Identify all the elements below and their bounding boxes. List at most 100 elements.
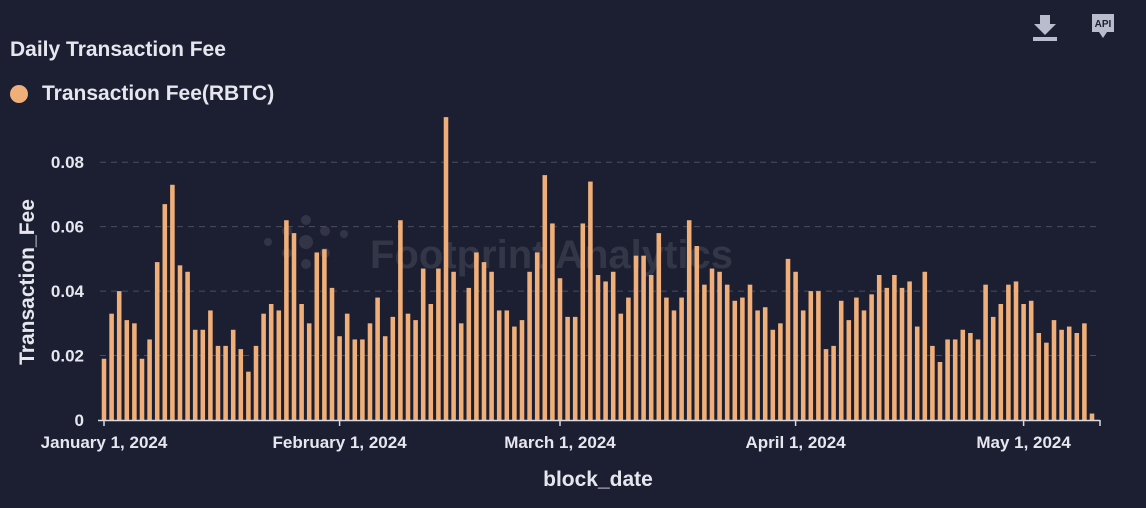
bar[interactable] <box>1036 333 1042 420</box>
bar[interactable] <box>876 275 882 420</box>
bar[interactable] <box>732 300 738 420</box>
bar[interactable] <box>1074 333 1080 420</box>
bar[interactable] <box>101 358 107 420</box>
bar[interactable] <box>747 284 753 420</box>
bar[interactable] <box>329 287 335 420</box>
bar[interactable] <box>322 249 327 420</box>
bar[interactable] <box>215 345 221 420</box>
bar[interactable] <box>177 265 183 420</box>
bar[interactable] <box>284 220 289 420</box>
bar[interactable] <box>261 313 266 420</box>
bar[interactable] <box>922 271 928 420</box>
bar[interactable] <box>914 326 920 420</box>
bar[interactable] <box>132 323 137 420</box>
bar[interactable] <box>519 320 525 420</box>
bar[interactable] <box>162 204 168 420</box>
bar[interactable] <box>337 336 342 420</box>
bar[interactable] <box>557 278 563 420</box>
bar[interactable] <box>458 323 464 420</box>
bar[interactable] <box>1021 304 1026 420</box>
bar[interactable] <box>1089 413 1095 420</box>
bar[interactable] <box>466 287 472 420</box>
bar[interactable] <box>481 262 487 420</box>
bar[interactable] <box>808 291 814 420</box>
bar[interactable] <box>344 313 350 420</box>
bar[interactable] <box>420 268 426 420</box>
bar[interactable] <box>246 371 251 420</box>
bar[interactable] <box>496 310 502 420</box>
bar[interactable] <box>603 281 608 420</box>
bar[interactable] <box>405 313 411 420</box>
bar[interactable] <box>1013 281 1019 420</box>
bar[interactable] <box>398 220 403 420</box>
bar[interactable] <box>208 310 213 420</box>
bar[interactable] <box>1066 326 1072 420</box>
bar[interactable] <box>626 297 631 420</box>
bar[interactable] <box>648 275 654 420</box>
bar[interactable] <box>899 287 905 420</box>
bar[interactable] <box>755 310 760 420</box>
bar[interactable] <box>1028 300 1034 420</box>
bar[interactable] <box>360 339 365 420</box>
bar[interactable] <box>147 339 152 420</box>
bar[interactable] <box>192 329 198 420</box>
bar[interactable] <box>436 268 441 420</box>
bar[interactable] <box>375 297 380 420</box>
bar[interactable] <box>671 310 677 420</box>
bar[interactable] <box>724 284 730 420</box>
bar[interactable] <box>527 271 532 420</box>
api-icon[interactable]: API <box>1089 12 1117 42</box>
bar[interactable] <box>1051 320 1057 420</box>
bar[interactable] <box>185 271 190 420</box>
bar[interactable] <box>534 252 540 420</box>
bar[interactable] <box>1006 284 1011 420</box>
bar[interactable] <box>633 255 639 420</box>
bar[interactable] <box>230 329 236 420</box>
bar[interactable] <box>930 345 935 420</box>
legend[interactable]: Transaction Fee(RBTC) <box>10 82 274 106</box>
bar[interactable] <box>823 349 829 420</box>
bar[interactable] <box>443 117 449 420</box>
bar[interactable] <box>785 258 791 420</box>
bar[interactable] <box>869 294 874 420</box>
bar[interactable] <box>800 310 806 420</box>
bar[interactable] <box>542 175 548 420</box>
bar[interactable] <box>983 284 988 420</box>
bar[interactable] <box>504 310 510 420</box>
bar[interactable] <box>990 316 996 420</box>
bar[interactable] <box>352 339 358 420</box>
bar[interactable] <box>299 304 304 420</box>
bar[interactable] <box>694 246 700 420</box>
bar[interactable] <box>770 329 776 420</box>
bar[interactable] <box>306 323 312 420</box>
bar[interactable] <box>314 252 320 420</box>
bar[interactable] <box>907 281 912 420</box>
bar[interactable] <box>998 304 1004 420</box>
bar[interactable] <box>223 345 228 420</box>
bar[interactable] <box>238 349 244 420</box>
bar[interactable] <box>975 339 981 420</box>
bar[interactable] <box>291 233 297 420</box>
bar[interactable] <box>170 184 175 420</box>
bar[interactable] <box>861 310 867 420</box>
bar[interactable] <box>550 223 555 420</box>
download-icon[interactable] <box>1031 12 1059 42</box>
bar[interactable] <box>945 339 950 420</box>
bar[interactable] <box>390 316 396 420</box>
bar[interactable] <box>588 181 593 420</box>
bar[interactable] <box>580 223 586 420</box>
bar[interactable] <box>641 255 646 420</box>
bar[interactable] <box>489 271 494 420</box>
bar[interactable] <box>1082 323 1087 420</box>
bar[interactable] <box>116 291 122 420</box>
bar[interactable] <box>200 329 206 420</box>
bar[interactable] <box>572 316 578 420</box>
bar[interactable] <box>717 271 722 420</box>
bar[interactable] <box>382 336 388 420</box>
bar[interactable] <box>656 233 662 420</box>
bar[interactable] <box>1044 342 1049 420</box>
bar[interactable] <box>664 297 669 420</box>
bar[interactable] <box>474 252 479 420</box>
bar[interactable] <box>937 362 943 420</box>
bar[interactable] <box>618 313 624 420</box>
